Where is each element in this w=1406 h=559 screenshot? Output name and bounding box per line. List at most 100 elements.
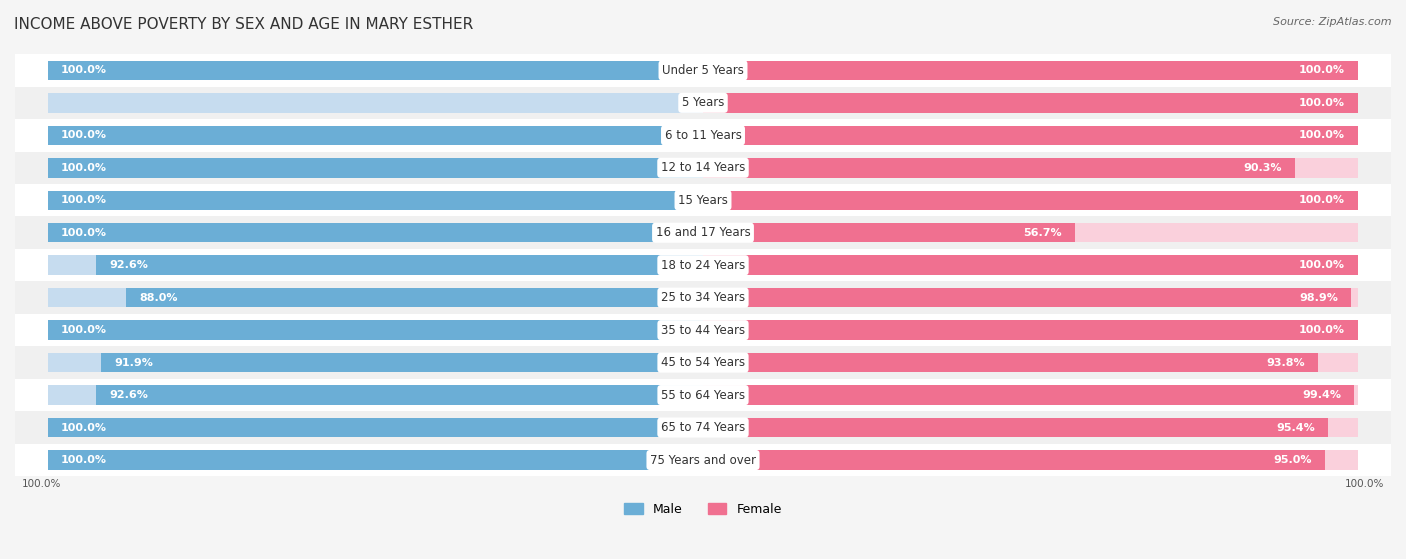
Text: 100.0%: 100.0% [1299,98,1346,108]
Text: 91.9%: 91.9% [114,358,153,368]
Bar [48,223,703,243]
Bar [48,288,703,307]
Text: 15 Years: 15 Years [678,194,728,207]
Text: 18 to 24 Years: 18 to 24 Years [661,259,745,272]
Text: 100.0%: 100.0% [60,163,107,173]
Bar [48,255,703,275]
Bar [703,93,1358,112]
Text: 100.0%: 100.0% [1299,260,1346,270]
Bar [15,379,1391,411]
Bar [48,320,703,340]
Bar [48,60,703,80]
Bar [96,255,703,275]
Bar [703,385,1358,405]
Text: 95.4%: 95.4% [1277,423,1315,433]
Bar [703,126,1358,145]
Bar [703,418,1358,437]
Text: 45 to 54 Years: 45 to 54 Years [661,356,745,369]
Bar [703,450,1326,470]
Bar [15,249,1391,281]
Text: 56.7%: 56.7% [1022,228,1062,238]
Bar [15,411,1391,444]
Text: 100.0%: 100.0% [60,195,107,205]
Text: 88.0%: 88.0% [139,293,179,302]
Bar [703,353,1317,372]
Bar [48,191,703,210]
Bar [703,255,1358,275]
Bar [48,126,703,145]
Bar [703,288,1351,307]
Bar [127,288,703,307]
Text: Source: ZipAtlas.com: Source: ZipAtlas.com [1274,17,1392,27]
Text: 100.0%: 100.0% [1299,65,1346,75]
Bar [703,126,1358,145]
Text: 5 Years: 5 Years [682,96,724,110]
Bar [48,450,703,470]
Text: 95.0%: 95.0% [1274,455,1312,465]
Text: 55 to 64 Years: 55 to 64 Years [661,389,745,401]
Text: 100.0%: 100.0% [60,228,107,238]
Bar [48,223,703,243]
Text: 100.0%: 100.0% [60,423,107,433]
Text: 100.0%: 100.0% [1299,130,1346,140]
Bar [15,119,1391,151]
Text: 100.0%: 100.0% [60,325,107,335]
Bar [15,314,1391,347]
Bar [48,126,703,145]
Bar [48,158,703,178]
Text: Under 5 Years: Under 5 Years [662,64,744,77]
Bar [48,191,703,210]
Text: 93.8%: 93.8% [1265,358,1305,368]
Text: 100.0%: 100.0% [60,130,107,140]
Bar [703,320,1358,340]
Bar [703,60,1358,80]
Text: 6 to 11 Years: 6 to 11 Years [665,129,741,142]
Bar [703,191,1358,210]
Bar [96,385,703,405]
Bar [15,54,1391,87]
Text: 100.0%: 100.0% [21,480,60,490]
Text: 35 to 44 Years: 35 to 44 Years [661,324,745,337]
Bar [703,288,1358,307]
Bar [703,450,1358,470]
Text: 25 to 34 Years: 25 to 34 Years [661,291,745,304]
Bar [48,320,703,340]
Bar [703,158,1295,178]
Bar [15,216,1391,249]
Bar [48,60,703,80]
Bar [15,347,1391,379]
Bar [703,255,1358,275]
Text: 100.0%: 100.0% [1346,480,1385,490]
Bar [48,385,703,405]
Text: 65 to 74 Years: 65 to 74 Years [661,421,745,434]
Bar [703,418,1329,437]
Text: 100.0%: 100.0% [60,65,107,75]
Text: 100.0%: 100.0% [1299,195,1346,205]
Text: 92.6%: 92.6% [110,390,148,400]
Bar [703,60,1358,80]
Text: 100.0%: 100.0% [1299,325,1346,335]
Bar [48,158,703,178]
Bar [703,158,1358,178]
Bar [48,418,703,437]
Bar [15,87,1391,119]
Bar [703,320,1358,340]
Text: 12 to 14 Years: 12 to 14 Years [661,162,745,174]
Bar [703,223,1358,243]
Text: INCOME ABOVE POVERTY BY SEX AND AGE IN MARY ESTHER: INCOME ABOVE POVERTY BY SEX AND AGE IN M… [14,17,474,32]
Text: 98.9%: 98.9% [1299,293,1339,302]
Bar [15,281,1391,314]
Bar [15,151,1391,184]
Legend: Male, Female: Male, Female [619,498,787,520]
Bar [48,450,703,470]
Bar [48,418,703,437]
Text: 90.3%: 90.3% [1243,163,1282,173]
Bar [703,385,1354,405]
Text: 92.6%: 92.6% [110,260,148,270]
Bar [15,444,1391,476]
Bar [703,223,1074,243]
Bar [48,353,703,372]
Text: 75 Years and over: 75 Years and over [650,453,756,467]
Bar [703,353,1358,372]
Bar [48,93,703,112]
